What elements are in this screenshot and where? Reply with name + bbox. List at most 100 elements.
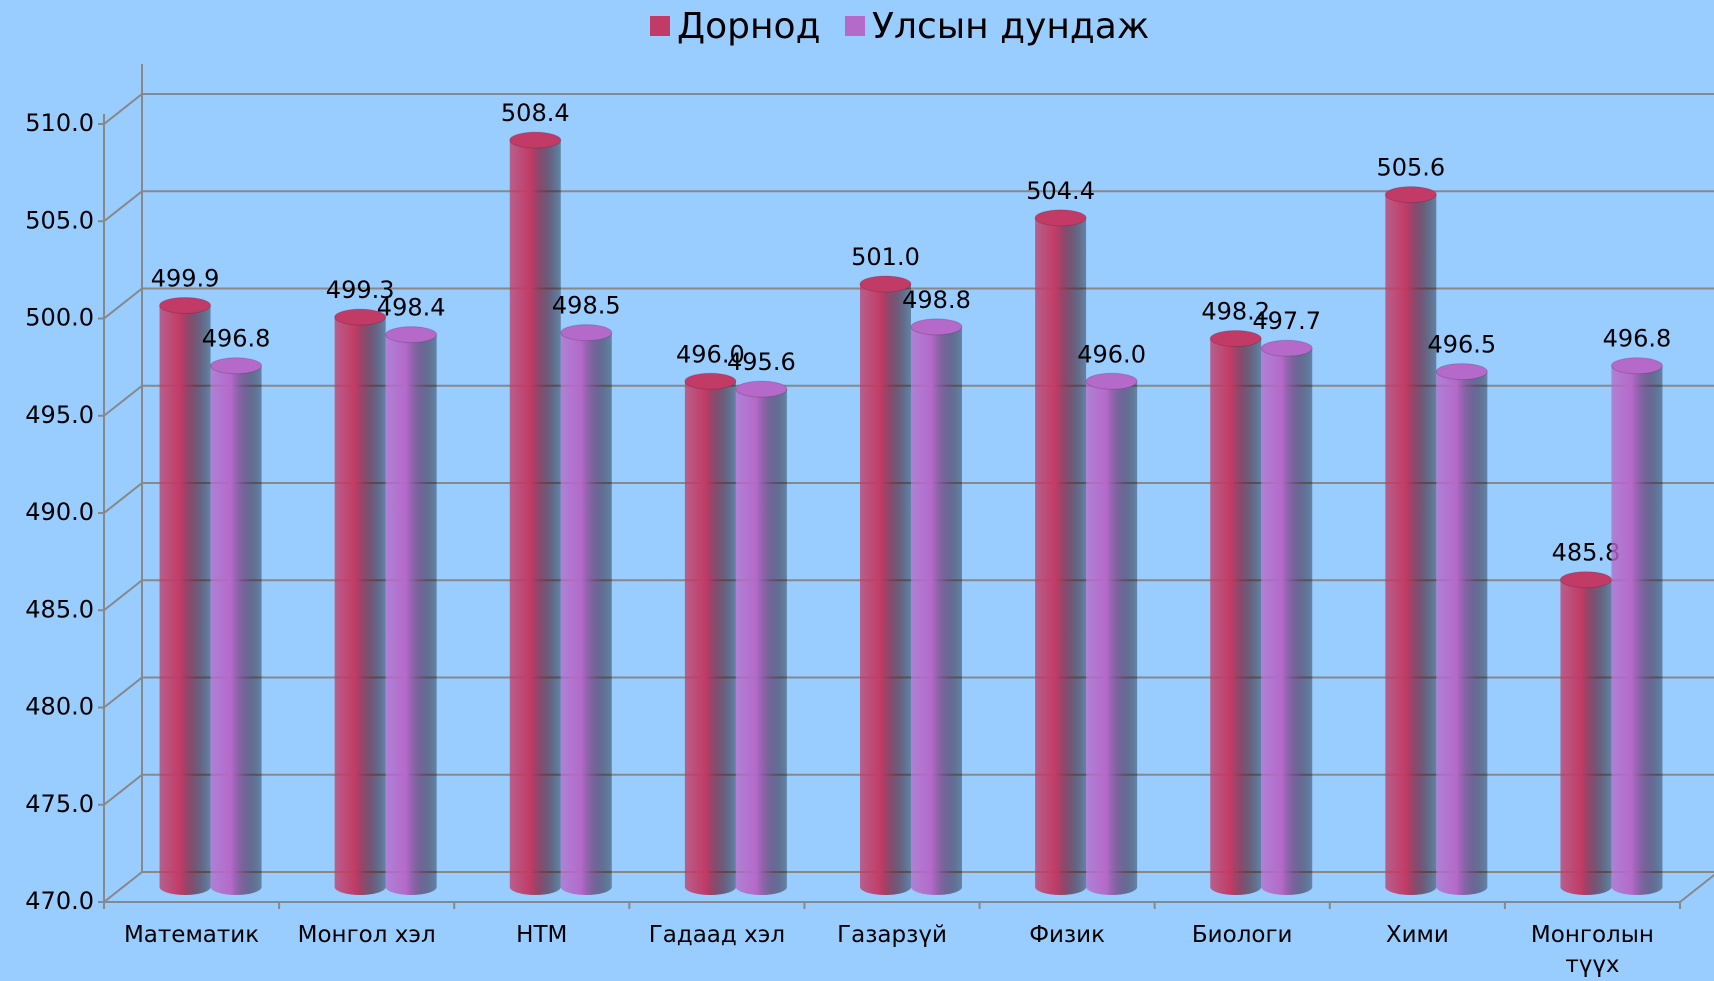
bar-body [1611, 365, 1663, 895]
x-tick-label: Монголын түүх [1530, 922, 1654, 978]
bar-body [860, 284, 911, 895]
legend-label: Дорнод [677, 6, 820, 47]
bar-top [735, 380, 788, 398]
bar [1435, 363, 1488, 895]
bar-top [560, 324, 613, 342]
bar-body [1436, 371, 1488, 895]
x-tick-label: Монгол хэл [297, 922, 436, 948]
grid-line [103, 579, 1714, 612]
bar-top [210, 357, 263, 375]
data-label: 505.6 [1376, 154, 1445, 182]
y-tick-label: 485.0 [25, 595, 94, 623]
grid-line [103, 190, 1714, 223]
bar [1384, 186, 1437, 895]
legend-swatch [845, 16, 865, 36]
bar [334, 308, 387, 895]
bar-top [1435, 363, 1488, 381]
bar-top [684, 372, 737, 390]
bar-body [509, 140, 561, 895]
x-tick-label: НТМ [516, 922, 568, 948]
bar [560, 324, 613, 895]
y-tick-label: 510.0 [25, 109, 94, 137]
grid-line [103, 93, 1714, 125]
y-tick-label: 470.0 [25, 887, 94, 915]
y-tick-label: 495.0 [25, 401, 94, 429]
bar [1559, 571, 1612, 895]
x-tick-label: Биологи [1191, 922, 1293, 948]
x-tick-label: Математик [123, 922, 260, 948]
y-tick-label: 480.0 [25, 693, 94, 721]
bar [735, 380, 788, 895]
bar-body [159, 305, 211, 895]
bar-body [684, 381, 736, 895]
bar [1610, 357, 1663, 895]
data-label: 495.6 [727, 348, 796, 376]
bar-top [385, 326, 438, 344]
data-label: 498.2 [1201, 298, 1270, 326]
bar-top [334, 308, 387, 326]
bar-body [560, 332, 612, 895]
data-label: 497.7 [1252, 307, 1321, 335]
bar-top [1260, 339, 1313, 357]
x-tick-label: Физик [1029, 922, 1106, 948]
bar-body [1086, 381, 1138, 895]
bar-body [1385, 194, 1437, 895]
bar [1260, 339, 1313, 895]
data-label: 496.0 [676, 340, 745, 368]
bar-body [1035, 217, 1087, 896]
bar-body [210, 365, 262, 895]
bar-body [334, 317, 386, 895]
grid-line [103, 287, 1714, 320]
bar [1209, 330, 1262, 895]
data-label: 499.3 [326, 276, 395, 304]
data-label: 498.8 [902, 286, 971, 314]
bar-top [1034, 209, 1087, 227]
y-tick-label: 505.0 [25, 206, 94, 234]
data-label: 498.5 [552, 292, 621, 320]
y-tick-label: 475.0 [25, 790, 94, 818]
x-tick-label: Газарзүй [837, 922, 947, 948]
bar [684, 372, 737, 895]
data-label: 508.4 [501, 99, 570, 127]
bar-top [509, 131, 562, 149]
data-label: 485.8 [1552, 539, 1621, 567]
bar-top [159, 296, 212, 314]
grid-line [103, 384, 1714, 417]
bar [910, 318, 963, 896]
bar [509, 131, 562, 895]
y-tick-label: 500.0 [25, 304, 94, 332]
bar-body [735, 389, 787, 895]
bar-top [1559, 571, 1612, 589]
data-label: 501.0 [851, 243, 920, 271]
data-label: 496.5 [1427, 331, 1496, 359]
bar-body [1261, 348, 1313, 895]
legend-label: Улсын дундаж [872, 6, 1149, 47]
x-tick-label: Гадаад хэл [648, 922, 786, 948]
data-label: 498.4 [377, 294, 446, 322]
legend-swatch [650, 16, 670, 36]
axis [1679, 873, 1714, 903]
data-label: 499.9 [151, 264, 220, 292]
bar-body [911, 326, 962, 896]
x-tick-label: Хими [1385, 922, 1449, 948]
data-label: 496.8 [202, 325, 271, 353]
bar-top [1085, 372, 1138, 390]
bar-top [1384, 186, 1437, 204]
data-label: 504.4 [1026, 177, 1095, 205]
bar [385, 326, 438, 895]
bar-top [1610, 357, 1663, 375]
bar [1085, 372, 1138, 895]
y-tick-label: 490.0 [25, 498, 94, 526]
bar-body [1560, 579, 1612, 895]
grid-line [103, 871, 1714, 903]
data-label: 496.8 [1603, 325, 1672, 353]
grid-line [103, 676, 1714, 709]
legend: Дорнод Улсын дундаж [650, 6, 1149, 47]
bar-top [859, 275, 912, 293]
bar-body [1210, 338, 1262, 895]
bar [859, 275, 912, 895]
grid-line [103, 482, 1714, 514]
bar-top [910, 318, 963, 336]
bar-top [1209, 330, 1262, 348]
